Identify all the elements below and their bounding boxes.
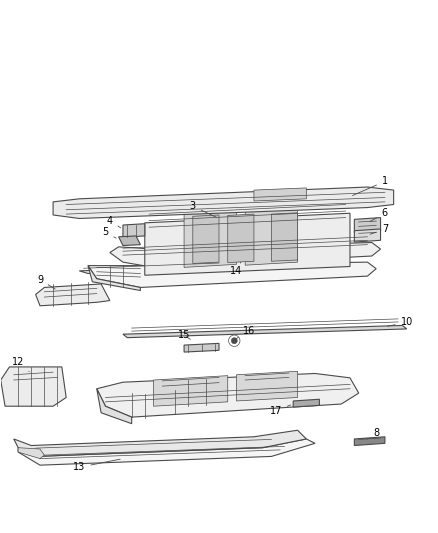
Text: 16: 16	[237, 326, 256, 338]
Text: 8: 8	[367, 429, 379, 439]
Polygon shape	[272, 213, 297, 261]
Polygon shape	[297, 243, 332, 254]
Text: 14: 14	[230, 262, 243, 276]
Circle shape	[231, 338, 237, 344]
Polygon shape	[119, 236, 141, 246]
Polygon shape	[88, 265, 141, 290]
Text: 5: 5	[102, 228, 116, 238]
Polygon shape	[153, 376, 228, 406]
Text: 17: 17	[269, 405, 291, 416]
Polygon shape	[110, 243, 381, 268]
Polygon shape	[193, 215, 219, 263]
Polygon shape	[35, 284, 110, 306]
Polygon shape	[184, 211, 237, 268]
Polygon shape	[237, 372, 297, 401]
Polygon shape	[145, 213, 350, 275]
Polygon shape	[184, 343, 219, 352]
Polygon shape	[14, 430, 306, 456]
Polygon shape	[79, 265, 228, 273]
Text: 15: 15	[178, 330, 191, 341]
Polygon shape	[354, 229, 381, 242]
Text: 4: 4	[107, 216, 120, 228]
Text: 12: 12	[12, 357, 29, 372]
Text: 9: 9	[37, 274, 55, 289]
Polygon shape	[293, 399, 319, 407]
Polygon shape	[97, 374, 359, 417]
Text: 3: 3	[190, 201, 216, 217]
Polygon shape	[1, 367, 66, 406]
Polygon shape	[354, 217, 381, 232]
Polygon shape	[97, 389, 132, 424]
Text: 10: 10	[388, 317, 413, 327]
Polygon shape	[354, 437, 385, 446]
Text: 13: 13	[73, 459, 120, 472]
Polygon shape	[254, 188, 306, 201]
Text: 7: 7	[370, 224, 388, 235]
Polygon shape	[123, 224, 145, 237]
Polygon shape	[18, 439, 315, 465]
Polygon shape	[88, 262, 376, 287]
Polygon shape	[53, 187, 394, 219]
Text: 6: 6	[370, 208, 388, 222]
Polygon shape	[18, 448, 44, 458]
Polygon shape	[123, 326, 407, 338]
Polygon shape	[228, 214, 254, 263]
Polygon shape	[245, 207, 297, 265]
Text: 1: 1	[353, 176, 388, 196]
